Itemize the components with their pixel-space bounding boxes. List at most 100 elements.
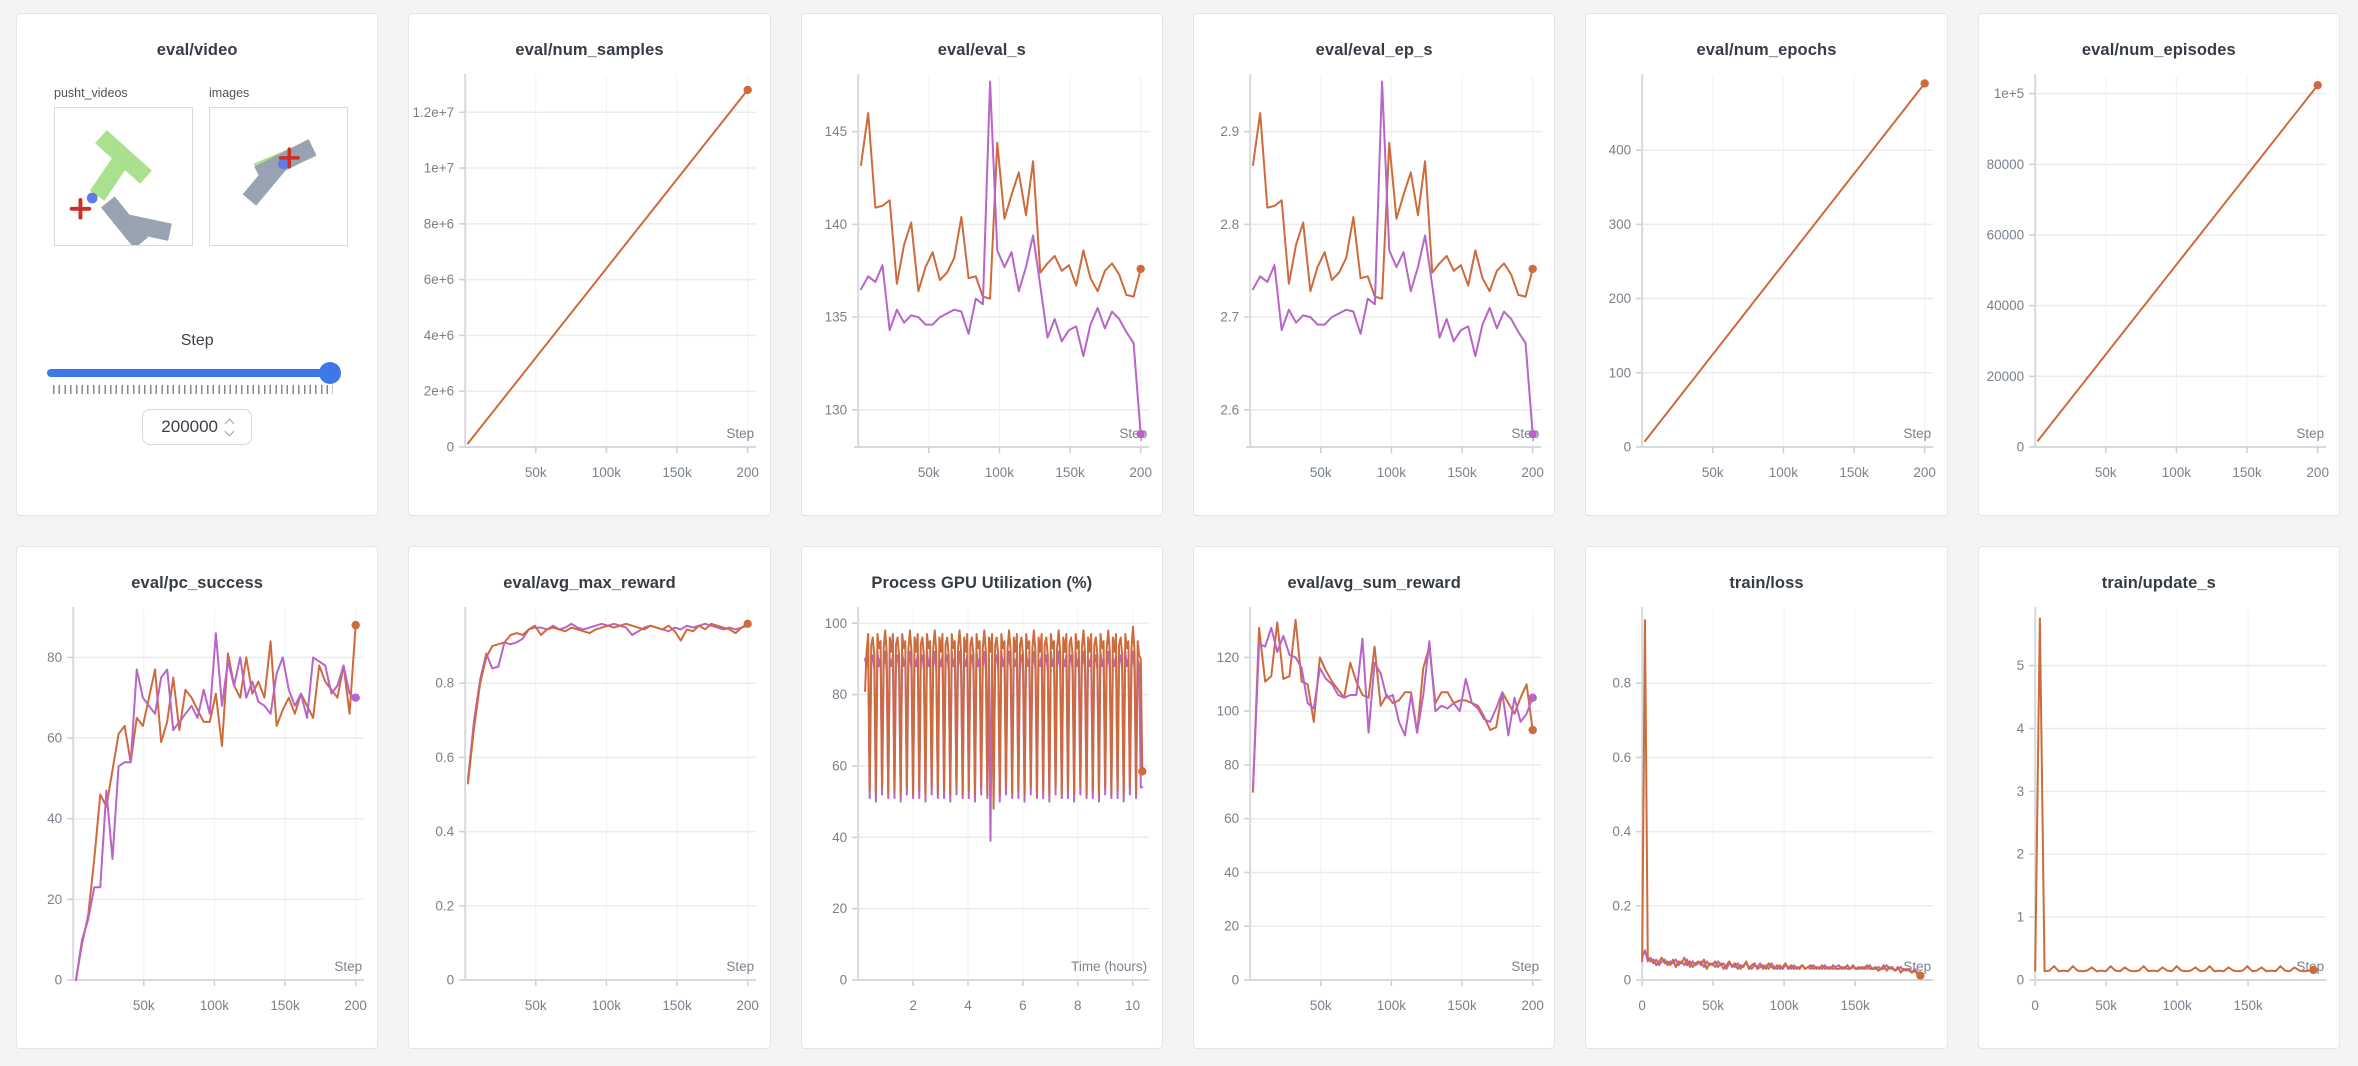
panel-eval-num-epochs[interactable]: eval/num_epochs 0 100 200 300 400 50k 100k 150k… bbox=[1585, 13, 1948, 516]
svg-text:100k: 100k bbox=[592, 465, 622, 480]
panel-eval-eval-ep-s[interactable]: eval/eval_ep_s 2.6 2.7 2.8 2.9 50k 100k 150k 20… bbox=[1193, 13, 1556, 516]
panel-eval-eval-s[interactable]: eval/eval_s 130 135 140 145 50k 100k 150k 200 St… bbox=[800, 13, 1163, 516]
svg-text:200: 200 bbox=[2306, 465, 2329, 480]
chart-eval-avg-max-reward[interactable]: 0 0.2 0.4 0.6 0.8 50k 100k 150k 200 Step bbox=[409, 599, 769, 1044]
media-images[interactable]: images bbox=[209, 86, 348, 246]
chart-title: train/update_s bbox=[2101, 574, 2216, 592]
svg-text:50k: 50k bbox=[2095, 465, 2117, 480]
svg-text:145: 145 bbox=[824, 124, 847, 139]
chart-process-gpu-utilization[interactable]: 0 20 40 60 80 100 2 4 6 8 10 Time (hours) bbox=[802, 599, 1162, 1044]
stepper-down-icon[interactable] bbox=[224, 426, 235, 436]
chart-eval-num-epochs[interactable]: 0 100 200 300 400 50k 100k 150k 200 Step bbox=[1586, 66, 1946, 511]
chart-eval-num-episodes[interactable]: 0 20000 40000 60000 80000 1e+5 50k 100k 150k 200 S… bbox=[1979, 66, 2339, 511]
chart-title: eval/eval_ep_s bbox=[1315, 41, 1433, 59]
panel-eval-pc-success[interactable]: eval/pc_success 0 20 40 60 80 50k 100k 150k 200 S… bbox=[16, 546, 379, 1049]
svg-text:100k: 100k bbox=[2162, 998, 2192, 1013]
svg-text:100k: 100k bbox=[592, 998, 622, 1013]
media-label: images bbox=[209, 86, 250, 100]
svg-text:3: 3 bbox=[2016, 784, 2024, 799]
chart-title: eval/num_samples bbox=[515, 41, 664, 59]
svg-text:100k: 100k bbox=[1770, 998, 1800, 1013]
svg-text:130: 130 bbox=[824, 402, 847, 417]
panel-eval-avg-max-reward[interactable]: eval/avg_max_reward 0 0.2 0.4 0.6 0.8 50k 100k… bbox=[408, 546, 771, 1049]
svg-text:200: 200 bbox=[1129, 465, 1152, 480]
svg-text:0: 0 bbox=[1232, 973, 1240, 988]
svg-text:2e+6: 2e+6 bbox=[424, 384, 454, 399]
svg-text:Step: Step bbox=[1511, 959, 1539, 974]
svg-text:40: 40 bbox=[1224, 865, 1239, 880]
step-number-input[interactable]: 200000 bbox=[142, 409, 253, 445]
svg-text:40: 40 bbox=[47, 811, 62, 826]
svg-text:100: 100 bbox=[1609, 365, 1632, 380]
svg-text:8e+6: 8e+6 bbox=[424, 216, 454, 231]
svg-text:0.2: 0.2 bbox=[1613, 898, 1632, 913]
svg-text:2.9: 2.9 bbox=[1220, 124, 1239, 139]
number-stepper[interactable] bbox=[224, 418, 235, 436]
svg-text:50k: 50k bbox=[133, 998, 155, 1013]
images-thumbnail[interactable] bbox=[209, 107, 348, 246]
panel-train-loss[interactable]: train/loss 0 0.2 0.4 0.6 0.8 0 50k 100k 150k Step bbox=[1585, 546, 1948, 1049]
media-pusht-videos[interactable]: pusht_videos bbox=[54, 86, 193, 246]
panel-eval-avg-sum-reward[interactable]: eval/avg_sum_reward 0 20 40 60 80 100 120 50k 10… bbox=[1193, 546, 1556, 1049]
pusht-scene-icon bbox=[69, 130, 172, 245]
panel-eval-num-samples[interactable]: eval/num_samples 0 2e+6 4e+6 6e+6 8e+6 1e+7 1.… bbox=[408, 13, 771, 516]
svg-text:60000: 60000 bbox=[1986, 228, 2024, 243]
svg-text:140: 140 bbox=[824, 217, 847, 232]
svg-text:100: 100 bbox=[1217, 704, 1240, 719]
svg-text:20: 20 bbox=[47, 892, 62, 907]
svg-text:2.6: 2.6 bbox=[1220, 402, 1239, 417]
svg-text:100k: 100k bbox=[1377, 465, 1407, 480]
step-slider[interactable] bbox=[47, 362, 342, 384]
slider-track[interactable] bbox=[47, 369, 340, 377]
svg-text:40000: 40000 bbox=[1986, 298, 2024, 313]
svg-text:135: 135 bbox=[824, 310, 847, 325]
chart-title: eval/pc_success bbox=[131, 574, 264, 592]
svg-text:0: 0 bbox=[55, 973, 63, 988]
svg-text:150k: 150k bbox=[1447, 465, 1477, 480]
svg-text:20000: 20000 bbox=[1986, 369, 2024, 384]
svg-text:Time (hours): Time (hours) bbox=[1071, 959, 1147, 974]
svg-text:60: 60 bbox=[832, 758, 847, 773]
pusht-video-thumbnail[interactable] bbox=[54, 107, 193, 246]
video-panel-title: eval/video bbox=[156, 41, 238, 59]
svg-text:0: 0 bbox=[2016, 973, 2024, 988]
svg-text:2: 2 bbox=[909, 998, 917, 1013]
svg-text:0.6: 0.6 bbox=[1613, 750, 1632, 765]
svg-text:150k: 150k bbox=[663, 998, 693, 1013]
svg-text:0.6: 0.6 bbox=[436, 750, 455, 765]
svg-text:80000: 80000 bbox=[1986, 157, 2024, 172]
svg-text:1e+7: 1e+7 bbox=[424, 161, 454, 176]
svg-text:150k: 150k bbox=[1055, 465, 1085, 480]
svg-text:Step: Step bbox=[727, 959, 755, 974]
svg-text:6e+6: 6e+6 bbox=[424, 272, 454, 287]
panel-eval-num-episodes[interactable]: eval/num_episodes 0 20000 40000 60000 80000 1… bbox=[1977, 13, 2340, 516]
chart-eval-pc-success[interactable]: 0 20 40 60 80 50k 100k 150k 200 Step bbox=[17, 599, 377, 1044]
chart-eval-avg-sum-reward[interactable]: 0 20 40 60 80 100 120 50k 100k 150k 200 Step bbox=[1194, 599, 1554, 1044]
panel-process-gpu-utilization[interactable]: Process GPU Utilization (%) 0 20 40 60 80 100… bbox=[800, 546, 1163, 1049]
svg-text:50k: 50k bbox=[1703, 998, 1725, 1013]
svg-text:0: 0 bbox=[839, 973, 847, 988]
svg-text:200: 200 bbox=[1521, 465, 1544, 480]
svg-text:150k: 150k bbox=[270, 998, 300, 1013]
panel-eval-video[interactable]: eval/video pusht_videos images bbox=[16, 13, 379, 516]
svg-text:2.8: 2.8 bbox=[1220, 217, 1239, 232]
chart-title: eval/eval_s bbox=[937, 41, 1026, 59]
svg-text:50k: 50k bbox=[525, 465, 547, 480]
panel-train-update-s[interactable]: train/update_s 0 1 2 3 4 5 0 50k 100k 150k Step bbox=[1977, 546, 2340, 1049]
slider-thumb[interactable] bbox=[319, 362, 342, 384]
svg-text:10: 10 bbox=[1125, 998, 1140, 1013]
svg-text:50k: 50k bbox=[918, 465, 940, 480]
svg-text:6: 6 bbox=[1019, 998, 1027, 1013]
svg-text:0: 0 bbox=[447, 440, 455, 455]
svg-text:80: 80 bbox=[1224, 757, 1239, 772]
svg-text:100k: 100k bbox=[984, 465, 1014, 480]
svg-text:Step: Step bbox=[1904, 426, 1932, 441]
chart-eval-num-samples[interactable]: 0 2e+6 4e+6 6e+6 8e+6 1e+7 1.2e+7 50k 100k 150k 20… bbox=[409, 66, 769, 511]
chart-title: eval/avg_max_reward bbox=[503, 574, 676, 592]
step-value[interactable]: 200000 bbox=[161, 417, 219, 436]
